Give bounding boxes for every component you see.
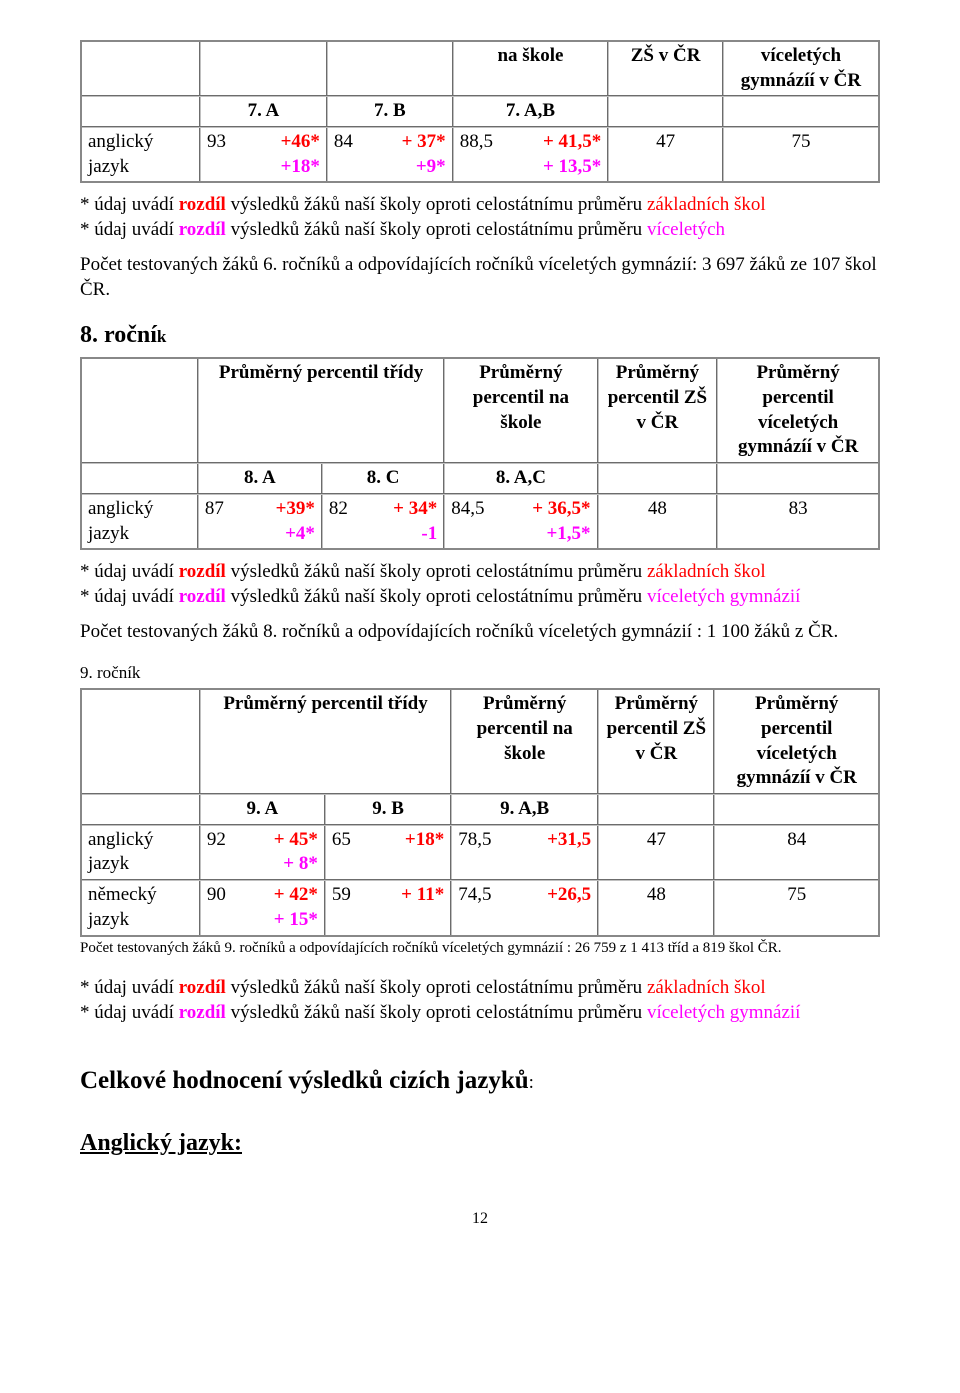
t2-header-zs: Průměrný percentil ZŠ v ČR — [598, 358, 718, 463]
table-row: anglický jazyk 87+39* +4* 82+ 34* -1 84,… — [81, 494, 879, 549]
t2-gym: 83 — [717, 494, 879, 549]
grade8-title: 8. ročník — [80, 320, 880, 351]
grade9-title: 9. ročník — [80, 662, 880, 684]
t1-subject: anglický jazyk — [81, 127, 200, 182]
table-grade8: Průměrný percentil třídy Průměrný percen… — [80, 357, 880, 550]
t3-r2-ab: 74,5+26,5 — [451, 880, 598, 935]
t3-header-gym: Průměrný percentil víceletých gymnázíí v… — [714, 689, 879, 794]
count-2: Počet testovaných žáků 8. ročníků a odpo… — [80, 620, 880, 645]
t3-r1-ab: 78,5+31,5 — [451, 825, 598, 880]
t2-header-classavg: Průměrný percentil třídy — [198, 358, 444, 463]
t3-header-school: Průměrný percentil na škole — [451, 689, 598, 794]
t1-a: 93+46* +18* — [200, 127, 327, 182]
t1-class-b: 7. B — [327, 96, 453, 127]
t2-header-gym: Průměrný percentil víceletých gymnázíí v… — [717, 358, 879, 463]
t2-header-school: Průměrný percentil na škole — [444, 358, 597, 463]
t1-header-gym: víceletých gymnázíí v ČR — [723, 41, 879, 96]
t2-ac: 84,5+ 36,5* +1,5* — [444, 494, 597, 549]
t3-r2-gym: 75 — [714, 880, 879, 935]
t3-class-b: 9. B — [325, 794, 451, 825]
note-3: * údaj uvádí rozdíl výsledků žáků naší š… — [80, 976, 880, 1025]
t1-gym: 75 — [723, 127, 879, 182]
note-2: * údaj uvádí rozdíl výsledků žáků naší š… — [80, 560, 880, 609]
t3-r2-a: 90+ 42* + 15* — [200, 880, 325, 935]
overall-title: Celkové hodnocení výsledků cizích jazyků… — [80, 1065, 880, 1098]
t2-zs: 48 — [598, 494, 718, 549]
t3-header-zs: Průměrný percentil ZŠ v ČR — [598, 689, 714, 794]
table-grade7: na škole ZŠ v ČR víceletých gymnázíí v Č… — [80, 40, 880, 183]
t3-subject-2: německý jazyk — [81, 880, 200, 935]
lang-heading: Anglický jazyk: — [80, 1128, 880, 1159]
t3-r1-gym: 84 — [714, 825, 879, 880]
count-3: Počet testovaných žáků 9. ročníků a odpo… — [80, 939, 880, 959]
t2-subject: anglický jazyk — [81, 494, 198, 549]
t1-header-school: na škole — [453, 41, 609, 96]
t1-header-zs: ZŠ v ČR — [608, 41, 723, 96]
t1-ab: 88,5+ 41,5* + 13,5* — [453, 127, 609, 182]
t2-a: 87+39* +4* — [198, 494, 322, 549]
t3-r2-b: 59+ 11* — [325, 880, 451, 935]
t3-r1-zs: 47 — [598, 825, 714, 880]
table-grade9: Průměrný percentil třídy Průměrný percen… — [80, 688, 880, 936]
t2-class-a: 8. A — [198, 463, 322, 494]
t1-zs: 47 — [608, 127, 723, 182]
t3-subject-1: anglický jazyk — [81, 825, 200, 880]
count-1: Počet testovaných žáků 6. ročníků a odpo… — [80, 253, 880, 302]
t3-r1-b: 65+18* — [325, 825, 451, 880]
t3-r1-a: 92+ 45* + 8* — [200, 825, 325, 880]
t3-class-a: 9. A — [200, 794, 325, 825]
t1-b: 84+ 37* +9* — [327, 127, 453, 182]
t3-class-ab: 9. A,B — [451, 794, 598, 825]
t2-class-ac: 8. A,C — [444, 463, 597, 494]
t1-class-ab: 7. A,B — [453, 96, 609, 127]
t1-class-a: 7. A — [200, 96, 327, 127]
t2-c: 82+ 34* -1 — [322, 494, 444, 549]
t3-r2-zs: 48 — [598, 880, 714, 935]
t2-class-c: 8. C — [322, 463, 444, 494]
table-row: anglický jazyk 93+46* +18* 84+ 37* +9* 8… — [81, 127, 879, 182]
note-1: * údaj uvádí rozdíl výsledků žáků naší š… — [80, 193, 880, 242]
page-number: 12 — [80, 1209, 880, 1230]
table-row: německý jazyk 90+ 42* + 15* 59+ 11* 74,5… — [81, 880, 879, 935]
t3-header-classavg: Průměrný percentil třídy — [200, 689, 451, 794]
table-row: anglický jazyk 92+ 45* + 8* 65+18* 78,5+… — [81, 825, 879, 880]
page: na škole ZŠ v ČR víceletých gymnázíí v Č… — [0, 0, 960, 1270]
